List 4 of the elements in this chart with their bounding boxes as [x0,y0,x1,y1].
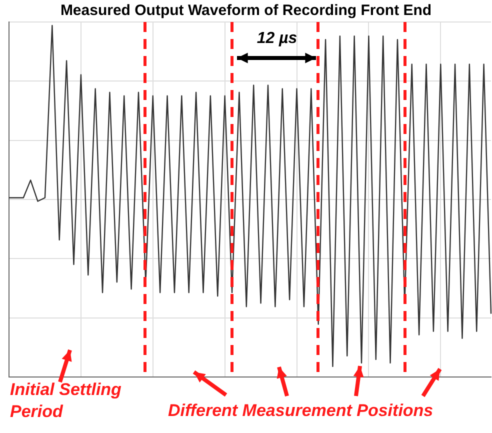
chart-title: Measured Output Waveform of Recording Front End [59,2,433,19]
text: Initial Settling Period [10,379,122,423]
text: Different Measurement Positions [168,400,434,422]
annotation: 12 µs [256,30,298,48]
